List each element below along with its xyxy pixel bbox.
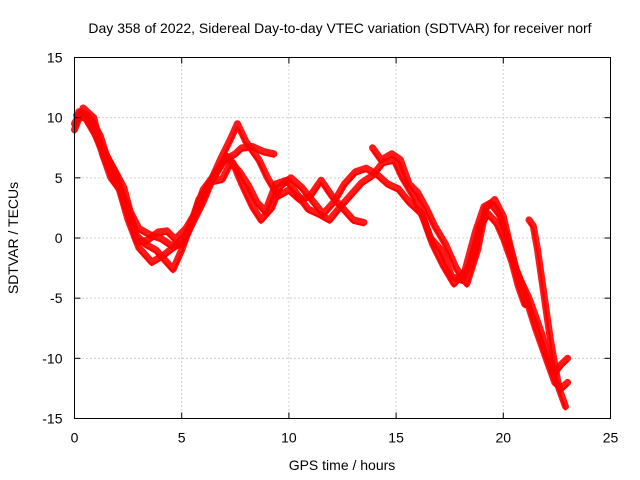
- y-tick-label: -15: [42, 411, 62, 427]
- y-tick-label: 5: [55, 170, 63, 186]
- y-tick-label: 10: [47, 110, 63, 126]
- y-axis-title: SDTVAR / TECUs: [5, 182, 21, 294]
- series-track-6-scatter: [528, 221, 567, 411]
- series-group: [71, 104, 572, 411]
- y-tick-label: 0: [55, 230, 63, 246]
- y-tick-label: 15: [47, 50, 63, 66]
- x-tick-label: 15: [388, 430, 404, 446]
- x-tick-label: 0: [71, 430, 79, 446]
- series-track-4: [75, 108, 572, 377]
- series-track-5: [369, 144, 572, 392]
- x-tick-label: 5: [178, 430, 186, 446]
- y-tick-label: -10: [42, 350, 62, 366]
- series-track-5-scatter: [371, 149, 569, 393]
- x-axis-title: GPS time / hours: [289, 457, 396, 473]
- x-tick-label: 25: [603, 430, 619, 446]
- chart-title: Day 358 of 2022, Sidereal Day-to-day VTE…: [88, 20, 591, 36]
- x-tick-label: 10: [281, 430, 297, 446]
- y-tick-label: -5: [50, 290, 63, 306]
- grid: [74, 57, 611, 419]
- x-tick-label: 20: [496, 430, 512, 446]
- ticks: 0 5 10 15 20 25 -15 -10 -5 0 5 10 15: [42, 50, 618, 446]
